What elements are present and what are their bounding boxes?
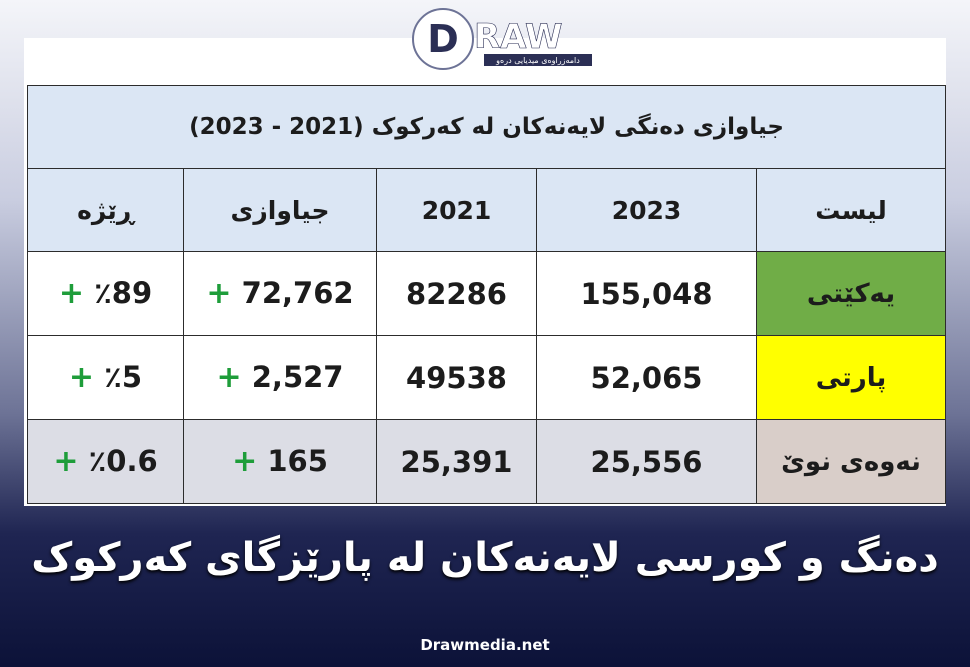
data-row: نەوەی نوێ 25,556 25,391 + 165 + ٪0.6 (27, 419, 946, 504)
column-header: لیست (756, 168, 946, 252)
plus-sign: + (58, 276, 84, 311)
difference-wrap: + 2,527 (216, 360, 344, 395)
ratio-value: ٪5 (104, 360, 143, 394)
difference-cell: + 2,527 (183, 335, 377, 420)
plus-sign: + (53, 444, 79, 479)
column-header: جیاوازی (183, 168, 377, 252)
table-body: جیاوازی دەنگی لایەنەکان لە کەرکوک (2021 … (27, 85, 946, 504)
plus-sign: + (216, 360, 242, 395)
difference-wrap: + 165 (232, 444, 328, 479)
party-cell: نەوەی نوێ (756, 419, 946, 504)
logo-circle (412, 8, 474, 70)
logo-text: RAW (474, 17, 562, 57)
data-row: پارتی 52,065 49538 + 2,527 + ٪5 (27, 335, 946, 420)
caption: دەنگ و کورسی لایەنەکان لە پارێزگای کەرکو… (31, 535, 939, 581)
table-title: جیاوازی دەنگی لایەنەکان لە کەرکوک (2021 … (27, 85, 946, 169)
footer: Drawmedia.net (420, 636, 550, 654)
ratio-cell: + ٪89 (27, 251, 184, 336)
party-cell: یەکێتی (756, 251, 946, 336)
ratio-wrap: + ٪89 (58, 276, 153, 311)
difference-value: 72,762 (241, 276, 354, 310)
ratio-value: ٪0.6 (88, 444, 158, 478)
ratio-wrap: + ٪5 (68, 360, 143, 395)
difference-wrap: + 72,762 (206, 276, 354, 311)
column-header: ڕێژە (27, 168, 184, 252)
column-header: 2023 (536, 168, 757, 252)
difference-value: 165 (267, 444, 328, 478)
title-row: جیاوازی دەنگی لایەنەکان لە کەرکوک (2021 … (27, 85, 946, 169)
logo-tagline: دامەزراوەی میدیایی درەو (495, 56, 580, 65)
votes-cell: 25,556 (536, 419, 757, 504)
party-cell: پارتی (756, 335, 946, 420)
column-header: 2021 (376, 168, 537, 252)
difference-cell: + 72,762 (183, 251, 377, 336)
data-row: یەکێتی 155,048 82286 + 72,762 + ٪89 (27, 251, 946, 336)
votes-cell: 82286 (376, 251, 537, 336)
ratio-cell: + ٪5 (27, 335, 184, 420)
plus-sign: + (206, 276, 232, 311)
votes-cell: 52,065 (536, 335, 757, 420)
plus-sign: + (232, 444, 258, 479)
plus-sign: + (68, 360, 95, 395)
votes-cell: 25,391 (376, 419, 537, 504)
votes-cell: 49538 (376, 335, 537, 420)
difference-cell: + 165 (183, 419, 377, 504)
votes-cell: 155,048 (536, 251, 757, 336)
logo-letter: D (427, 17, 459, 61)
tagline-bg (484, 54, 592, 66)
difference-value: 2,527 (251, 360, 344, 394)
ratio-cell: + ٪0.6 (27, 419, 184, 504)
ratio-wrap: + ٪0.6 (53, 444, 158, 479)
results-table: جیاوازی دەنگی لایەنەکان لە کەرکوک (2021 … (27, 85, 946, 504)
ratio-value: ٪89 (94, 276, 153, 310)
header-row: لیست 2023 2021 جیاوازی ڕێژە (27, 168, 946, 252)
logo: D RAW دامەزراوەی میدیایی درەو (412, 8, 592, 70)
